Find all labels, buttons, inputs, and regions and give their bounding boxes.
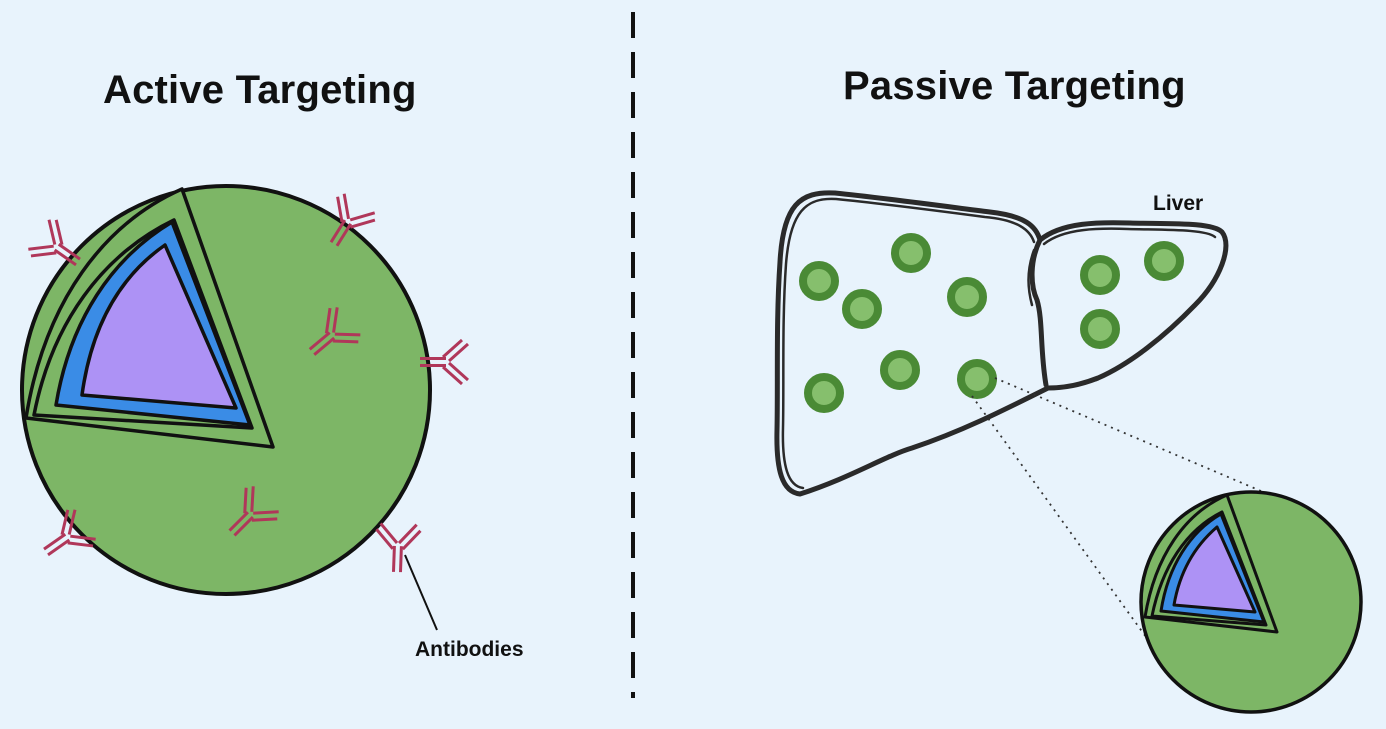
liver-dot (1148, 245, 1180, 277)
liver-outline (774, 190, 1229, 497)
active-nanoparticle (20, 184, 432, 596)
liver-label: Liver (1153, 192, 1204, 215)
liver-dot (846, 293, 878, 325)
active-targeting-title: Active Targeting (103, 68, 417, 112)
zoomed-nanoparticle (1139, 490, 1363, 714)
liver-dot (961, 363, 993, 395)
liver-dot (1084, 313, 1116, 345)
zoom-lines (971, 377, 1269, 638)
active-core (80, 243, 238, 410)
antibodies-label: Antibodies (415, 638, 524, 661)
liver-dot (895, 237, 927, 269)
liver-dot (803, 265, 835, 297)
liver-dot (951, 281, 983, 313)
antibody-mark (373, 521, 423, 575)
passive-targeting-title: Passive Targeting (843, 64, 1186, 108)
liver-dot (884, 354, 916, 386)
liver-dot (808, 377, 840, 409)
antibodies-pointer (404, 554, 438, 631)
liver-nanoparticles (803, 237, 1180, 409)
liver-dot (1084, 259, 1116, 291)
